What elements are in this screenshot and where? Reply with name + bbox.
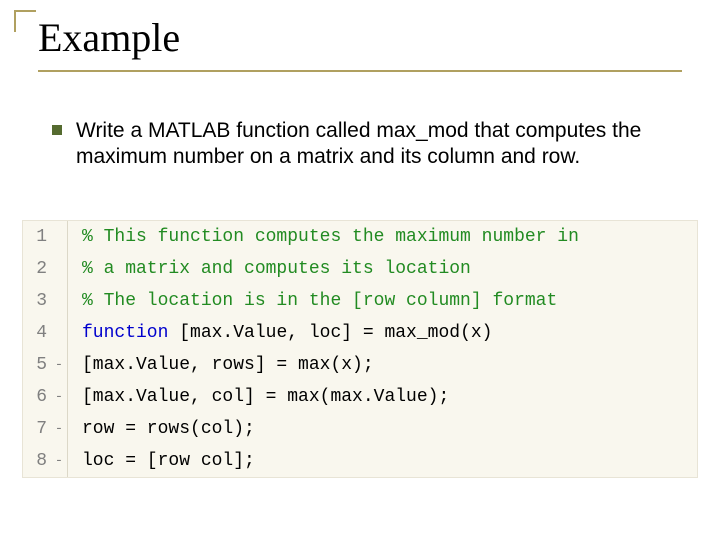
code-line: 8 - loc = [row col]; bbox=[23, 445, 697, 477]
line-number: 5 bbox=[23, 349, 51, 381]
code-seg: function bbox=[82, 323, 168, 343]
code-text: row = rows(col); bbox=[82, 413, 255, 445]
gutter-sep bbox=[67, 285, 68, 317]
corner-accent bbox=[14, 10, 36, 32]
gutter-sep bbox=[67, 445, 68, 477]
code-seg: row = rows(col); bbox=[82, 419, 255, 439]
line-number: 4 bbox=[23, 317, 51, 349]
gutter-sep bbox=[67, 381, 68, 413]
code-line: 4 function [max.Value, loc] = max_mod(x) bbox=[23, 317, 697, 349]
gutter-sep bbox=[67, 253, 68, 285]
line-number: 3 bbox=[23, 285, 51, 317]
fold-mark: - bbox=[51, 413, 67, 445]
code-seg: % a matrix and computes its location bbox=[82, 259, 471, 279]
fold-mark: - bbox=[51, 349, 67, 381]
code-seg: [max.Value, loc] = max_mod(x) bbox=[168, 323, 492, 343]
code-line: 2 % a matrix and computes its location bbox=[23, 253, 697, 285]
line-number: 1 bbox=[23, 221, 51, 253]
square-bullet-icon bbox=[52, 125, 62, 135]
code-text: [max.Value, col] = max(max.Value); bbox=[82, 381, 449, 413]
gutter-sep bbox=[67, 349, 68, 381]
code-text: loc = [row col]; bbox=[82, 445, 255, 477]
bullet-text: Write a MATLAB function called max_mod t… bbox=[76, 118, 672, 171]
code-seg: [max.Value, rows] = max(x); bbox=[82, 355, 374, 375]
line-number: 2 bbox=[23, 253, 51, 285]
code-line: 6 - [max.Value, col] = max(max.Value); bbox=[23, 381, 697, 413]
line-number: 8 bbox=[23, 445, 51, 477]
code-seg: % The location is in the [row column] fo… bbox=[82, 291, 557, 311]
code-seg: [max.Value, col] = max(max.Value); bbox=[82, 387, 449, 407]
code-text: function [max.Value, loc] = max_mod(x) bbox=[82, 317, 492, 349]
line-number: 7 bbox=[23, 413, 51, 445]
code-line: 3 % The location is in the [row column] … bbox=[23, 285, 697, 317]
fold-mark: - bbox=[51, 381, 67, 413]
gutter-sep bbox=[67, 413, 68, 445]
slide-title: Example bbox=[38, 14, 180, 67]
fold-mark: - bbox=[51, 445, 67, 477]
gutter-sep bbox=[67, 221, 68, 253]
code-line: 5 - [max.Value, rows] = max(x); bbox=[23, 349, 697, 381]
code-seg: loc = [row col]; bbox=[82, 451, 255, 471]
code-text: % The location is in the [row column] fo… bbox=[82, 285, 557, 317]
code-text: % a matrix and computes its location bbox=[82, 253, 471, 285]
line-number: 6 bbox=[23, 381, 51, 413]
title-wrap: Example bbox=[38, 14, 180, 67]
code-line: 1 % This function computes the maximum n… bbox=[23, 221, 697, 253]
title-underline bbox=[38, 70, 682, 72]
code-text: [max.Value, rows] = max(x); bbox=[82, 349, 374, 381]
slide: Example Write a MATLAB function called m… bbox=[0, 0, 720, 540]
code-text: % This function computes the maximum num… bbox=[82, 221, 579, 253]
bullet-row: Write a MATLAB function called max_mod t… bbox=[52, 118, 672, 171]
code-block: 1 % This function computes the maximum n… bbox=[22, 220, 698, 478]
code-seg: % This function computes the maximum num… bbox=[82, 227, 579, 247]
code-line: 7 - row = rows(col); bbox=[23, 413, 697, 445]
gutter-sep bbox=[67, 317, 68, 349]
